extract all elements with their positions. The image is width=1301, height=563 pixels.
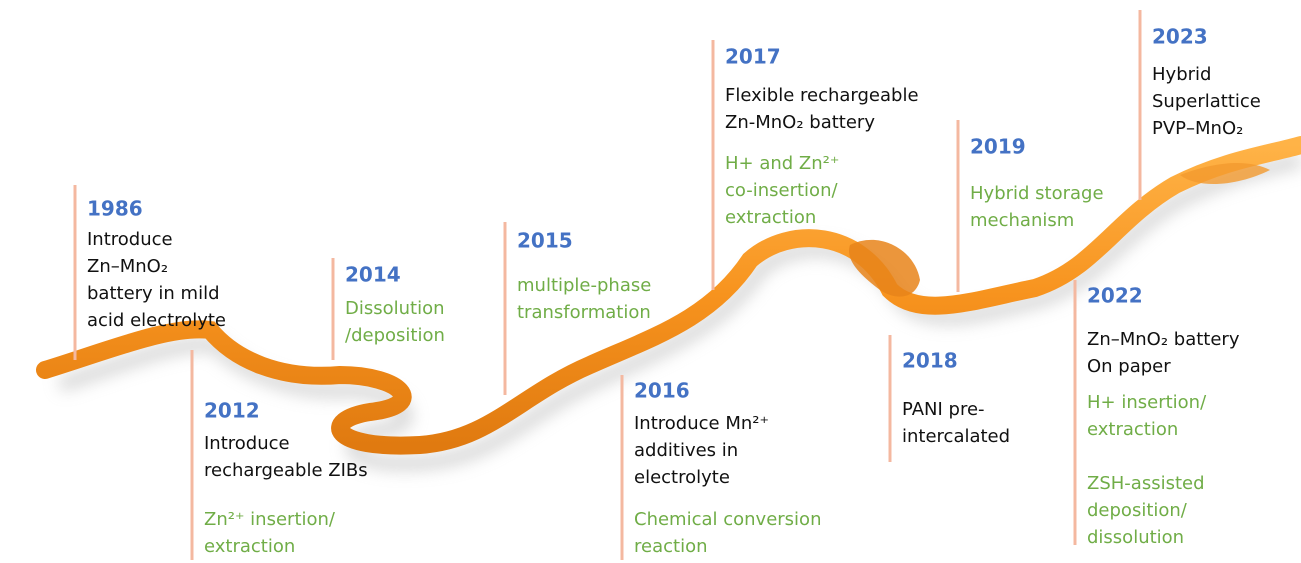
year: 2019 bbox=[970, 135, 1026, 159]
event-text: Hybrid bbox=[1152, 64, 1211, 85]
event-text: Introduce Mn²⁺ bbox=[634, 413, 769, 434]
event-text: PVP–MnO₂ bbox=[1152, 118, 1243, 139]
event-text: PANI pre- bbox=[902, 399, 985, 420]
event-text: acid electrolyte bbox=[87, 310, 226, 331]
event-note: H+ insertion/ bbox=[1087, 392, 1207, 413]
event-note: multiple-phase bbox=[517, 275, 651, 296]
event-note: Chemical conversion bbox=[634, 509, 821, 530]
timeline: 1986 Introduce Zn–MnO₂ battery in mild acid … bbox=[0, 0, 1301, 563]
year: 2017 bbox=[725, 45, 781, 69]
event-note: /deposition bbox=[345, 325, 445, 346]
year: 2014 bbox=[345, 263, 401, 287]
event-note: extraction bbox=[204, 536, 295, 557]
event-note: reaction bbox=[634, 536, 708, 557]
event-text: additives in bbox=[634, 440, 738, 461]
ribbon-fold bbox=[1180, 163, 1270, 184]
year: 2015 bbox=[517, 229, 573, 253]
event-note: mechanism bbox=[970, 210, 1074, 231]
event-note: H+ and Zn²⁺ bbox=[725, 153, 839, 174]
year: 2012 bbox=[204, 399, 260, 423]
event-text: intercalated bbox=[902, 426, 1010, 447]
event-note: Dissolution bbox=[345, 298, 445, 319]
event-text: Introduce bbox=[87, 229, 173, 250]
event-note: Hybrid storage bbox=[970, 183, 1104, 204]
event-text: battery in mild bbox=[87, 283, 220, 304]
year: 2016 bbox=[634, 379, 690, 403]
event-note: ZSH-assisted bbox=[1087, 473, 1205, 494]
event-text: Zn-MnO₂ battery bbox=[725, 112, 875, 133]
event-note: extraction bbox=[1087, 419, 1178, 440]
year: 2023 bbox=[1152, 25, 1208, 49]
event-note: transformation bbox=[517, 302, 651, 323]
event-text: electrolyte bbox=[634, 467, 730, 488]
event-text: rechargeable ZIBs bbox=[204, 460, 368, 481]
event-note: deposition/ bbox=[1087, 500, 1188, 521]
ribbon-fold bbox=[849, 240, 920, 297]
event-note: Zn²⁺ insertion/ bbox=[204, 509, 336, 530]
event-note: extraction bbox=[725, 207, 816, 228]
event-text: Zn–MnO₂ battery bbox=[1087, 329, 1240, 350]
event-text: Superlattice bbox=[1152, 91, 1261, 112]
year: 2018 bbox=[902, 349, 958, 373]
event-text: Introduce bbox=[204, 433, 290, 454]
event-text: Flexible rechargeable bbox=[725, 85, 919, 106]
year: 1986 bbox=[87, 197, 143, 221]
event-note: dissolution bbox=[1087, 527, 1184, 548]
event-text: On paper bbox=[1087, 356, 1171, 377]
event-note: co-insertion/ bbox=[725, 180, 838, 201]
year: 2022 bbox=[1087, 284, 1143, 308]
timeline-canvas: 1986 Introduce Zn–MnO₂ battery in mild acid … bbox=[0, 0, 1301, 563]
event-text: Zn–MnO₂ bbox=[87, 256, 168, 277]
